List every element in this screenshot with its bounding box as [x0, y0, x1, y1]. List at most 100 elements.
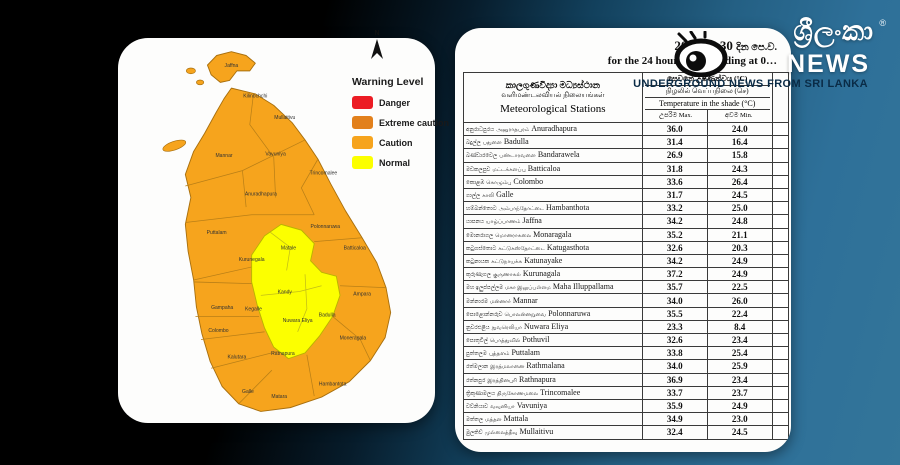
district-label: Batticaloa	[344, 245, 366, 251]
station-name-cell: කොළඹ கொழும்பு Colombo	[463, 174, 643, 189]
district-label: Mannar	[215, 153, 232, 159]
station-name-cell: පුත්තලම புத்தளம் Puttalam	[463, 346, 643, 361]
max-temp-cell: 32.4	[641, 425, 708, 440]
empty-cell	[771, 267, 790, 282]
warning-map-card: Jaffna Kilinochchi Mullaitivu Mannar Vavuniy…	[118, 30, 449, 423]
empty-cell	[771, 121, 790, 137]
min-temp-cell: 24.3	[706, 161, 773, 176]
station-name-cell: බණ්ඩාරවෙල பண்டாரவளை Bandarawela	[463, 148, 643, 163]
islet	[196, 79, 205, 86]
district-label: Ratnapura	[271, 351, 295, 357]
min-temp-cell: 16.4	[706, 135, 773, 150]
empty-cell	[771, 385, 790, 400]
district-label: Ampara	[353, 291, 371, 297]
max-temp-cell: 32.6	[641, 240, 708, 255]
district-label: Nuwara Eliya	[283, 318, 313, 324]
registered-mark: ®	[879, 18, 886, 28]
empty-cell	[771, 161, 790, 176]
station-name-cell: යාපනය யாழ்ப்பாணம் Jaffna	[463, 214, 643, 229]
temp-header-english: Temperature in the shade (°C)	[644, 98, 770, 110]
min-temp-cell: 20.3	[706, 240, 773, 255]
max-temp-cell: 32.6	[641, 332, 708, 348]
min-temp-cell: 22.4	[706, 306, 773, 321]
station-name-cell: කුරුණෑගල குருணாகல் Kurunagala	[463, 267, 643, 282]
max-column-header: උපරිම Max.	[645, 110, 708, 122]
max-temp-cell: 36.0	[641, 121, 708, 137]
sri-lanka-warning-map: Jaffna Kilinochchi Mullaitivu Mannar Vavuniy…	[162, 51, 392, 412]
max-temp-cell: 34.2	[641, 214, 708, 229]
station-name-cell: බදුල්ල பதுளை Badulla	[463, 135, 643, 150]
empty-cell	[771, 148, 790, 163]
max-temp-cell: 35.7	[641, 280, 708, 295]
district-labels: Jaffna Kilinochchi Mullaitivu Mannar Vavuniy…	[207, 63, 371, 400]
district-label: Gampaha	[211, 305, 233, 311]
report-period: for the 24 hour period ending at 0…	[607, 55, 777, 67]
table-row: රත්මලාන இரத்மலானை Rathmalana 34.0 25.9	[463, 359, 790, 374]
min-temp-cell: 23.4	[706, 332, 773, 348]
district-label: Jaffna	[225, 63, 239, 69]
district-label: Trincomalee	[310, 170, 338, 176]
jaffna-peninsula	[206, 51, 256, 83]
min-temp-cell: 24.5	[706, 187, 773, 203]
legend-item: Caution	[352, 136, 444, 149]
table-row: ත්‍රිකුණාමලය திருகோணமலை Trincomalee 33.7 2…	[463, 385, 790, 400]
district-label: Mullaitivu	[274, 115, 295, 121]
station-name-cell: නුවරඑළිය நுவரெலியா Nuwara Eliya	[463, 319, 643, 335]
legend-label: Danger	[379, 97, 411, 108]
danger-swatch-icon	[352, 96, 373, 109]
table-row: මන්නාරම மன்னார் Mannar 34.0 26.0	[463, 293, 790, 308]
district-label: Kandy	[278, 289, 293, 295]
temperature-report-card: 2026.03.30 දින පෙ.ව. for the 24 hour per…	[455, 28, 791, 452]
empty-cell	[771, 227, 790, 242]
min-temp-cell: 25.4	[706, 346, 773, 361]
table-row: කොළඹ கொழும்பு Colombo 33.6 26.4	[463, 174, 790, 189]
table-row: බදුල්ල பதுளை Badulla 31.4 16.4	[463, 135, 790, 150]
table-row: මඩකලපුව மட்டக்களப்பு Batticaloa 31.8 24.3	[463, 161, 790, 176]
table-row: මුලතිව් முல்லைத்தீவு Mullaitivu 32.4 24.5	[463, 425, 790, 440]
islet	[185, 67, 196, 75]
station-header-tamil: வளிமண்டலவியல் நிலையங்கள்	[501, 91, 605, 99]
district-label: Kurunegala	[239, 257, 265, 263]
min-temp-cell: 24.9	[706, 398, 773, 414]
max-temp-cell: 35.2	[641, 227, 708, 242]
empty-cell	[771, 187, 790, 203]
empty-cell	[771, 293, 790, 308]
max-temp-cell: 35.5	[641, 306, 708, 321]
district-label: Matara	[271, 394, 287, 400]
min-column-header: අවම Min.	[725, 112, 753, 119]
max-temp-cell: 33.2	[641, 201, 708, 216]
station-table-body: අනුරාධපුරය அனுராதபுரம் Anuradhapura 36.0 2…	[463, 121, 790, 440]
station-name-cell: මුලතිව් முல்லைத்தீவு Mullaitivu	[463, 425, 643, 440]
district-label: Hambantota	[319, 381, 347, 387]
district-label: Vavuniya	[265, 151, 286, 157]
table-row: මත්තල மத்தள Mattala 34.9 23.0	[463, 412, 790, 427]
district-label: Moneragala	[340, 335, 367, 341]
empty-cell	[771, 319, 790, 335]
empty-cell	[771, 253, 790, 269]
table-row: පොළොන්නරුව பொலன்னறுவை Polonnaruwa 35.5 22.…	[463, 306, 790, 321]
empty-cell	[771, 398, 790, 414]
min-temp-cell: 23.7	[706, 385, 773, 400]
legend-items: Danger Extreme caution Caution Normal	[352, 96, 449, 169]
min-temp-cell: 26.4	[706, 174, 773, 189]
table-row: ගාල්ල காலி Galle 31.7 24.5	[463, 187, 790, 203]
station-name-cell: ත්‍රිකුණාමලය திருகோணமலை Trincomalee	[463, 385, 643, 400]
max-temp-cell: 23.3	[641, 319, 708, 335]
max-temp-cell: 33.6	[641, 174, 708, 189]
empty-cell	[771, 346, 790, 361]
table-row: හම්බන්තොට அம்பாந்தோட்டை Hambanthota 33.2 2…	[463, 201, 790, 216]
max-temp-cell: 34.9	[641, 412, 708, 427]
empty-cell	[771, 425, 790, 440]
logo-news-text: NEWS	[787, 50, 870, 78]
report-date: 2026.03.30 දින පෙ.ව.	[455, 38, 777, 54]
legend-item: Extreme caution	[352, 116, 449, 129]
empty-cell	[771, 306, 790, 321]
max-temp-cell: 33.8	[641, 346, 708, 361]
caution-swatch-icon	[352, 136, 373, 149]
legend-label: Normal	[379, 157, 411, 168]
table-header-row: කාලගුණවිද්‍යා මධ්‍යස්ථාන வளிமண்டலவியல் ந…	[463, 72, 790, 123]
station-name-cell: මහ ඉලුප්පල්ලම மகா இலுப்பள்ளம Maha Illupp…	[463, 280, 643, 295]
empty-cell	[771, 201, 790, 216]
district-label: Matale	[281, 245, 296, 251]
max-temp-cell: 31.4	[641, 135, 708, 150]
